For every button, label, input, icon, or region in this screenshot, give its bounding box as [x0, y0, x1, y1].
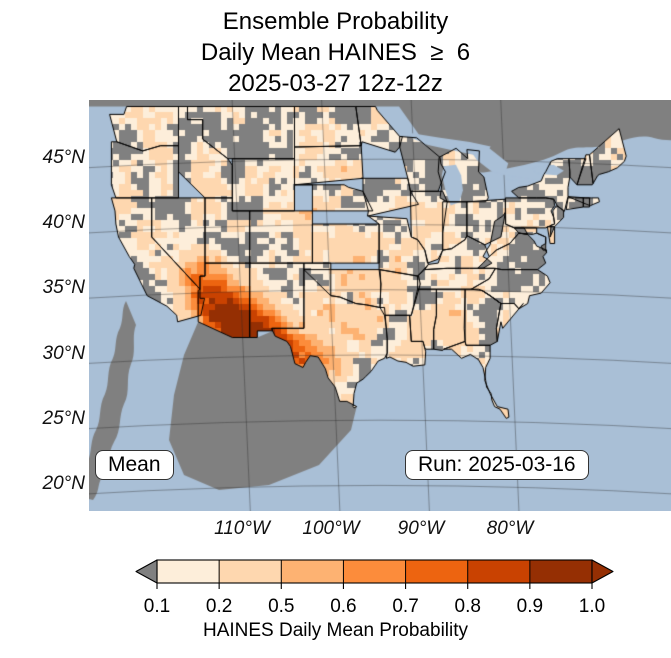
- svg-text:0.1: 0.1: [144, 596, 170, 617]
- svg-text:0.7: 0.7: [392, 596, 418, 617]
- svg-text:1.0: 1.0: [579, 596, 605, 617]
- svg-text:0.5: 0.5: [268, 596, 294, 617]
- svg-text:0.8: 0.8: [455, 596, 481, 617]
- svg-text:0.2: 0.2: [206, 596, 232, 617]
- svg-text:0.6: 0.6: [330, 596, 356, 617]
- svg-text:0.9: 0.9: [517, 596, 543, 617]
